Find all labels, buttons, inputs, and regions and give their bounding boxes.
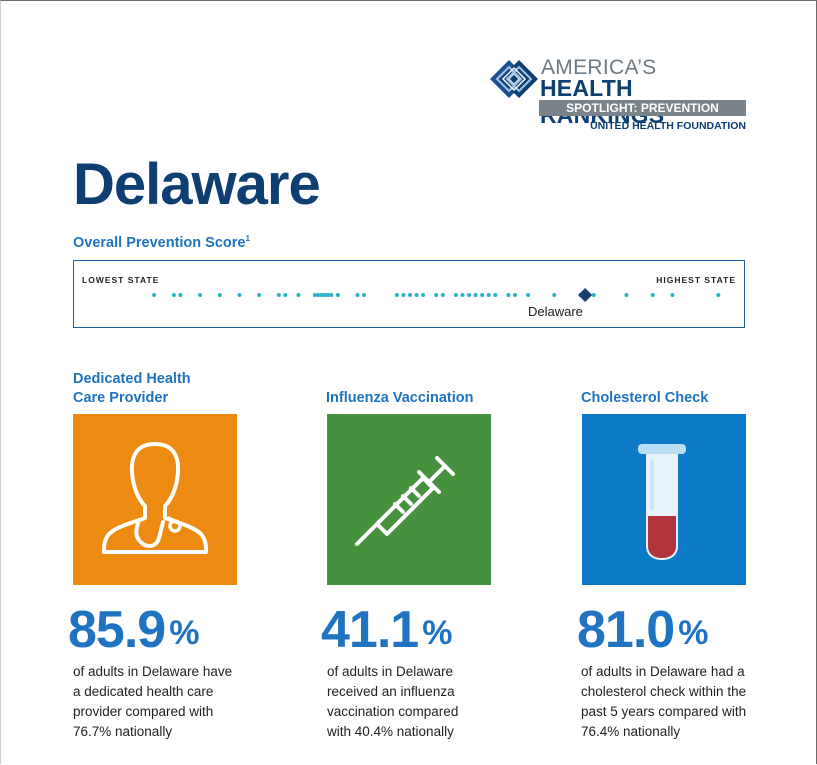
state-dot [434,293,439,297]
provider-description: of adults in Delaware have a dedicated he… [73,664,233,739]
page-title: Delaware [73,152,321,217]
state-dot [506,293,511,297]
state-dot [152,293,157,297]
metric-title-provider: Dedicated Health Care Provider [73,371,191,406]
lowest-state-label: LOWEST STATE [82,275,160,285]
state-dot [591,293,596,297]
state-dot [624,293,629,297]
flu-tile [327,414,491,585]
prevention-score-scale: LOWEST STATE HIGHEST STATE Delaware [73,260,745,328]
state-dot [512,293,517,297]
state-dot [493,293,498,297]
state-dot [440,293,445,297]
state-dot [473,293,478,297]
state-dot [283,293,288,297]
state-dots [152,288,721,302]
highest-state-label: HIGHEST STATE [656,275,736,285]
cholesterol-tile [582,414,746,585]
state-dot [460,293,465,297]
cholesterol-value: 81.0% [577,601,708,659]
state-dot [414,293,419,297]
state-dot [362,293,367,297]
state-dot [408,293,412,297]
doctor-icon [102,442,208,554]
state-dot [237,293,242,297]
state-dot [401,293,406,297]
state-dot [670,293,675,297]
state-dot [467,293,472,297]
state-marker-label: Delaware [528,304,583,319]
state-dot [322,293,327,297]
state-dot [296,293,301,297]
provider-tile [73,414,237,585]
state-dot [217,293,222,297]
syringe-icon [355,456,455,546]
state-dot [480,293,485,297]
flu-value: 41.1% [321,601,452,659]
state-dot [453,293,458,297]
logo-spotlight-banner: SPOTLIGHT: PREVENTION [539,100,746,116]
state-marker [578,288,593,302]
test-tube-icon [638,444,686,560]
cholesterol-description: of adults in Delaware had a cholesterol c… [581,664,747,739]
state-dot [316,293,321,297]
prevention-score-label: Overall Prevention Score1 [73,234,250,251]
state-dot [319,293,324,297]
state-dot [257,293,262,297]
state-dot [178,293,183,297]
metric-title-cholesterol: Cholesterol Check [581,390,709,406]
diamond-logo-icon [490,60,538,98]
state-dot [716,293,721,297]
state-dot [421,293,426,297]
state-dot [650,293,655,297]
state-dot [394,293,399,297]
state-dot [329,293,334,297]
logo-foundation: UNITED HEALTH FOUNDATION [590,120,746,132]
state-dot [335,293,340,297]
state-dot [312,293,317,297]
americas-health-rankings-logo: AMERICA’S HEALTH RANKINGS® SPOTLIGHT: PR… [488,56,750,136]
state-dot [326,293,330,297]
state-dot [552,293,557,297]
state-dot [486,293,491,297]
logo-line-1: AMERICA’S [541,56,657,79]
state-dot [171,293,176,297]
flu-description: of adults in Delaware received an influen… [327,664,459,739]
state-dot [198,293,203,297]
state-dot [526,293,531,297]
state-dot [276,293,281,297]
metric-title-flu: Influenza Vaccination [326,390,474,406]
provider-value: 85.9% [68,601,199,659]
state-dot [355,293,360,297]
